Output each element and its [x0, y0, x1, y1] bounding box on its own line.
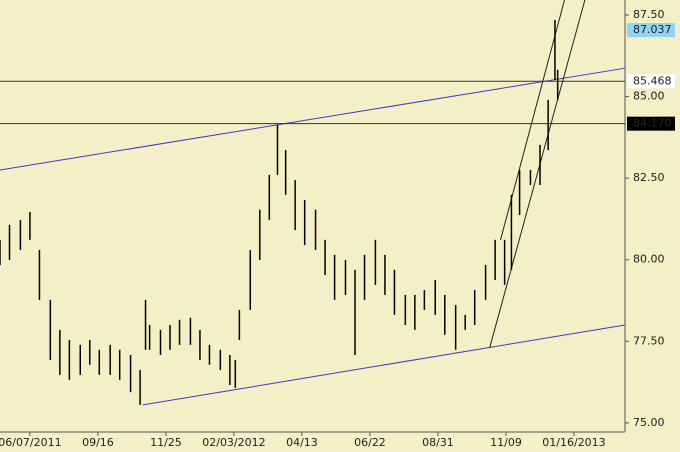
price-label-bg — [627, 116, 675, 131]
trendline — [142, 324, 626, 406]
price-label-bg — [627, 74, 675, 89]
x-tick-label: 04/13 — [286, 436, 318, 449]
x-tick-label: 06/22 — [354, 436, 386, 449]
y-tick-label: 85.00 — [633, 90, 665, 103]
price-label: 85.468 — [633, 74, 672, 87]
x-tick-label: 02/03/2012 — [202, 436, 265, 449]
price-label: 87.037 — [633, 23, 672, 36]
x-tick-label: 11/09 — [490, 436, 522, 449]
x-tick-label: 09/16 — [82, 436, 114, 449]
trendline — [0, 67, 626, 171]
price-label-bg — [627, 23, 675, 38]
y-tick-label: 77.50 — [633, 334, 665, 347]
x-tick-label: 08/31 — [422, 436, 454, 449]
y-tick-label: 82.50 — [633, 171, 665, 184]
x-tick-label: 11/25 — [150, 436, 182, 449]
y-tick-label: 87.50 — [633, 8, 665, 21]
x-tick-label: 01/16/2013 — [542, 436, 605, 449]
trendline — [489, 0, 586, 348]
y-tick-label: 80.00 — [633, 253, 665, 266]
y-tick-label: 75.00 — [633, 416, 665, 429]
x-tick-label: 06/07/2011 — [0, 436, 62, 449]
price-label: 84.170 — [633, 117, 672, 130]
